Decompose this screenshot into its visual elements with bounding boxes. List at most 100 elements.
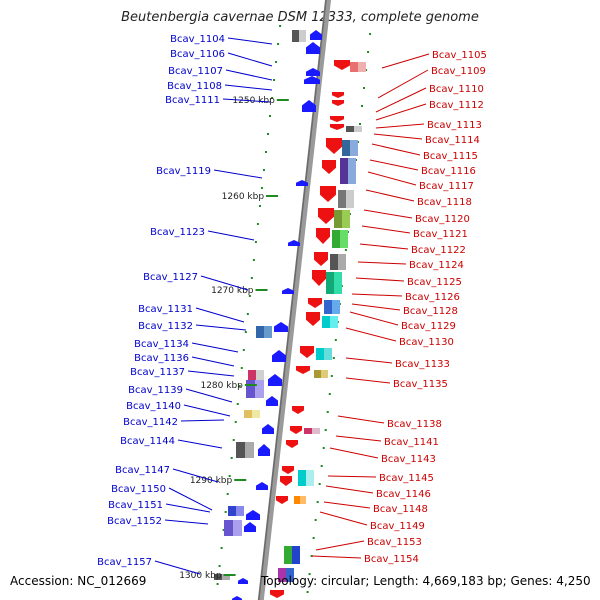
annotation-box-left: [298, 470, 306, 486]
gene-label-left: Bcav_1142: [123, 417, 178, 428]
gene-leader-left: [225, 69, 273, 81]
gene-arrow-down: [320, 186, 336, 202]
gene-label-left: Bcav_1137: [130, 367, 185, 378]
gene-arrow-up: [310, 30, 322, 40]
annotation-box: [342, 140, 358, 156]
gene-arrow-up: [256, 482, 268, 490]
gene-leader-left: [227, 52, 273, 67]
annotation-box-right: [340, 230, 348, 248]
gene-arrow-down: [280, 476, 292, 486]
gene-leader-right: [315, 540, 365, 551]
gene-arrow-up: [272, 350, 286, 362]
gene-label-left: Bcav_1151: [108, 500, 163, 511]
gene-label-left: Bcav_1127: [143, 272, 198, 283]
gene-leader-left: [227, 37, 273, 45]
annotation-box: [244, 410, 260, 418]
gene-leader-right: [363, 209, 413, 219]
gene-leader-left: [195, 324, 247, 331]
annotation-box-left: [278, 568, 286, 582]
annotation-box-right: [256, 370, 264, 388]
scale-label: 1260 kbp: [222, 192, 265, 202]
annotation-box-right: [346, 190, 354, 208]
annotation-box: [324, 300, 340, 314]
gene-label-left: Bcav_1108: [167, 81, 222, 92]
gene-arrow-up: [306, 68, 320, 76]
annotation-box: [330, 254, 346, 270]
gene-label-right: Bcav_1105: [432, 50, 487, 61]
annotation-box: [294, 496, 306, 504]
gene-label-left: Bcav_1139: [128, 385, 183, 396]
gene-label-right: Bcav_1121: [413, 229, 468, 240]
backbone-line: [257, 0, 332, 600]
gene-label-left: Bcav_1123: [150, 227, 205, 238]
map-title: Beutenbergia cavernae DSM 12333, complet…: [121, 10, 479, 25]
annotation-box: [350, 62, 366, 72]
gene-leader-right: [357, 261, 407, 265]
gene-leader-right: [369, 159, 419, 171]
gene-leader-left: [185, 388, 233, 403]
gene-label-left: Bcav_1104: [170, 34, 225, 45]
annotation-box: [314, 370, 328, 378]
gene-leader-right: [335, 435, 382, 442]
backbone-layer: [257, 0, 332, 600]
gene-leader-right: [329, 447, 379, 459]
gene-label-right: Bcav_1118: [417, 197, 472, 208]
annotation-box-right: [354, 126, 362, 132]
gene-label-left: Bcav_1136: [134, 353, 189, 364]
annotation-box: [316, 348, 332, 360]
gene-leader-right: [311, 555, 362, 559]
annotation-box-left: [322, 316, 330, 328]
gene-label-left: Bcav_1152: [107, 516, 162, 527]
gene-arrow-up: [304, 76, 320, 84]
gene-arrow-down: [292, 406, 304, 414]
annotation-box: [278, 568, 294, 582]
topology-text: Topology: circular; Length: 4,669,183 bp…: [261, 574, 591, 588]
scale-label: 1270 kbp: [211, 286, 254, 296]
right-label-layer: Bcav_1105 Bcav_1109 Bcav_1110 Bcav_1112 Bcav…: [311, 50, 487, 565]
gene-label-right: Bcav_1128: [403, 306, 458, 317]
gene-label-left: Bcav_1134: [134, 339, 189, 350]
annotation-box-right: [332, 300, 340, 314]
gene-arrow-down: [270, 590, 284, 598]
gene-arrow-up: [296, 180, 308, 186]
gene-label-right: Bcav_1114: [425, 135, 480, 146]
gene-label-right: Bcav_1120: [415, 214, 470, 225]
annotation-box-left: [326, 272, 334, 294]
gene-leader-right: [367, 171, 417, 186]
backbone-shade: [258, 0, 327, 600]
gene-leader-right: [319, 511, 368, 526]
gene-label-right: Bcav_1115: [423, 151, 478, 162]
gene-leader-left: [191, 342, 239, 353]
annotation-box: [284, 546, 300, 564]
gene-leader-right: [373, 133, 423, 140]
annotation-box-right: [255, 380, 264, 398]
gene-arrow-up: [238, 578, 248, 584]
annotation-box-left: [248, 370, 256, 388]
gene-arrow-down: [332, 92, 344, 98]
gene-arrow-up: [262, 424, 274, 434]
annotation-box-left: [332, 230, 340, 248]
annotation-box: [346, 126, 362, 132]
annotation-box: [248, 370, 264, 388]
gene-leader-left: [183, 404, 231, 417]
gene-leader-left: [195, 307, 245, 323]
gene-label-left: Bcav_1106: [170, 49, 225, 60]
gene-arrow-up: [302, 100, 316, 112]
gene-arrow-down: [308, 298, 322, 308]
gene-label-left: Bcav_1144: [120, 436, 175, 447]
gene-label-right: Bcav_1135: [393, 379, 448, 390]
gene-arrow-down: [290, 426, 302, 434]
annotation-box: [298, 470, 314, 486]
annotation-box: [332, 230, 348, 248]
annotation-box-left: [350, 62, 358, 72]
gene-leader-right: [371, 143, 421, 156]
gene-leader-left: [164, 519, 209, 525]
gene-leader-right: [377, 69, 429, 99]
gene-arrow-down: [276, 496, 288, 504]
gene-arrow-down: [334, 60, 350, 70]
gene-leader-right: [359, 243, 409, 250]
annotation-box-right: [222, 574, 230, 580]
annotation-box-left: [244, 410, 252, 418]
gene-arrow-down: [312, 270, 326, 286]
